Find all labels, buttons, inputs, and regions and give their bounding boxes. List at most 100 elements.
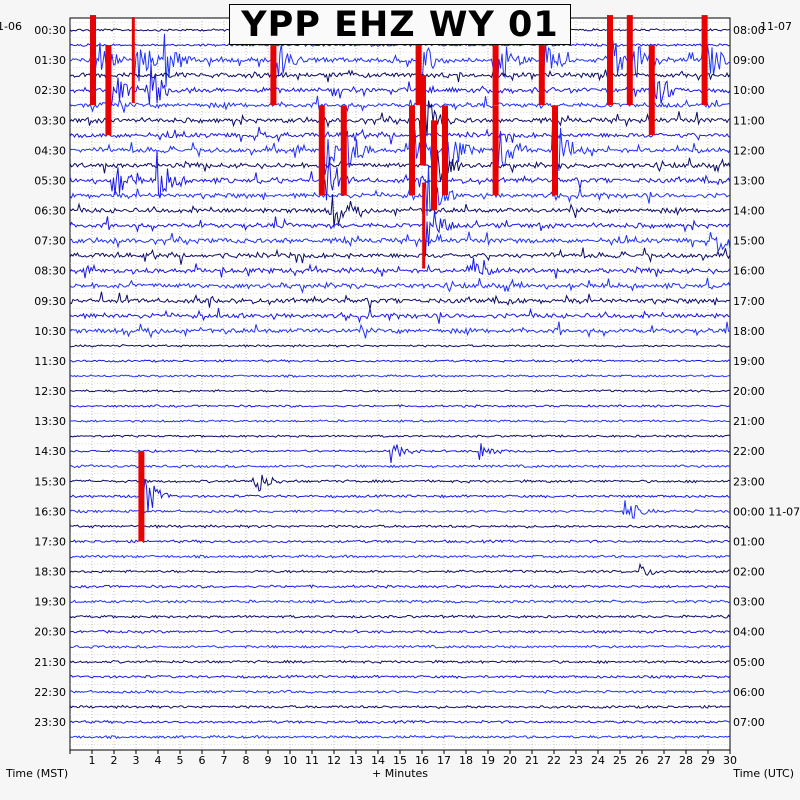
left-time-label: 10:30 (34, 325, 66, 338)
left-date-label: 11-06 (0, 20, 22, 33)
seismic-trace (69, 21, 731, 96)
seismic-trace (69, 291, 731, 310)
clipped-signal-marker (538, 15, 545, 106)
clipped-signal-marker (105, 45, 112, 136)
x-tick-label: 28 (679, 754, 693, 767)
clipped-signal-marker (318, 105, 325, 196)
x-tick-label: 21 (525, 754, 539, 767)
x-tick-label: 25 (613, 754, 627, 767)
seismic-trace (69, 359, 731, 363)
seismic-trace (69, 659, 731, 664)
seismic-trace (69, 247, 731, 265)
seismic-trace (69, 165, 731, 216)
x-tick-label: 3 (133, 754, 140, 767)
clipped-signal-marker (607, 15, 613, 106)
left-time-label: 03:30 (34, 114, 66, 127)
x-tick-label: 20 (503, 754, 517, 767)
clipped-signal-marker (492, 15, 499, 106)
chart-title-box: YPP EHZ WY 01 (229, 4, 571, 45)
seismic-trace (69, 257, 731, 279)
seismic-trace (69, 524, 731, 529)
seismic-trace (69, 500, 731, 519)
seismic-trace (69, 562, 731, 576)
right-time-label: 20:00 (733, 385, 765, 398)
right-time-label: 12:00 (733, 144, 765, 157)
seismic-trace (69, 389, 731, 393)
x-tick-label: 12 (327, 754, 341, 767)
right-time-label: 23:00 (733, 475, 765, 488)
left-time-label: 07:30 (34, 235, 66, 248)
seismic-trace (69, 434, 731, 438)
right-date-label: 11-07 (760, 20, 792, 33)
left-time-label: 18:30 (34, 566, 66, 579)
seismic-trace (69, 63, 731, 127)
left-time-label: 06:30 (34, 205, 66, 218)
seismic-trace (69, 599, 731, 604)
x-axis-label: + Minutes (372, 767, 428, 780)
x-tick-label: 6 (199, 754, 206, 767)
left-axis-label: Time (MST) (5, 767, 68, 780)
left-time-label: 20:30 (34, 626, 66, 639)
right-time-label: 19:00 (733, 355, 765, 368)
clipped-signal-marker (422, 182, 426, 269)
clipped-signal-marker (340, 105, 347, 196)
right-time-label: 18:00 (733, 325, 765, 338)
seismic-trace (69, 231, 731, 253)
seismic-trace (69, 307, 731, 324)
seismic-trace (69, 277, 731, 294)
right-time-label: 01:00 (733, 535, 765, 548)
seismic-trace (69, 674, 731, 679)
seismic-trace (69, 126, 731, 145)
x-tick-label: 22 (547, 754, 561, 767)
x-tick-label: 19 (481, 754, 495, 767)
x-tick-label: 11 (305, 754, 319, 767)
x-tick-label: 10 (283, 754, 297, 767)
x-tick-label: 18 (459, 754, 473, 767)
left-time-label: 08:30 (34, 265, 66, 278)
x-tick-label: 24 (591, 754, 605, 767)
clipped-signal-marker (409, 105, 415, 196)
clipped-signal-marker (701, 15, 708, 106)
seismic-trace (69, 614, 731, 619)
right-time-label: 03:00 (733, 596, 765, 609)
clipped-signal-marker (442, 105, 448, 196)
chart-title: YPP EHZ WY 01 (241, 4, 559, 45)
clipped-signal-marker (270, 15, 277, 106)
seismic-trace (69, 419, 731, 423)
clipped-signal-marker (90, 15, 96, 106)
clipped-signal-marker (131, 17, 135, 104)
right-axis-label: Time (UTC) (732, 767, 794, 780)
seismic-trace (69, 211, 731, 257)
left-time-label: 17:30 (34, 535, 66, 548)
x-tick-label: 15 (393, 754, 407, 767)
right-time-label: 08:00 (733, 24, 765, 37)
x-tick-label: 8 (243, 754, 250, 767)
left-time-label: 01:30 (34, 54, 66, 67)
x-tick-label: 13 (349, 754, 363, 767)
seismic-trace (69, 584, 731, 589)
seismic-trace (69, 95, 731, 113)
right-time-label: 21:00 (733, 415, 765, 428)
left-time-label: 05:30 (34, 174, 66, 187)
x-tick-label: 4 (155, 754, 162, 767)
seismic-trace (69, 321, 731, 339)
left-time-label: 19:30 (34, 596, 66, 609)
x-tick-label: 9 (265, 754, 272, 767)
x-tick-label: 16 (415, 754, 429, 767)
seismic-trace (69, 464, 731, 469)
left-time-label: 13:30 (34, 415, 66, 428)
left-time-label: 02:30 (34, 84, 66, 97)
right-time-label: 14:00 (733, 205, 765, 218)
seismic-trace (69, 110, 731, 183)
x-tick-label: 1 (89, 754, 96, 767)
x-tick-label: 5 (177, 754, 184, 767)
left-time-label: 12:30 (34, 385, 66, 398)
seismic-trace (69, 478, 731, 520)
x-tick-label: 29 (701, 754, 715, 767)
left-time-label: 14:30 (34, 445, 66, 458)
clipped-signal-marker (420, 75, 426, 166)
x-tick-label: 27 (657, 754, 671, 767)
seismic-trace (69, 689, 731, 694)
x-tick-label: 26 (635, 754, 649, 767)
